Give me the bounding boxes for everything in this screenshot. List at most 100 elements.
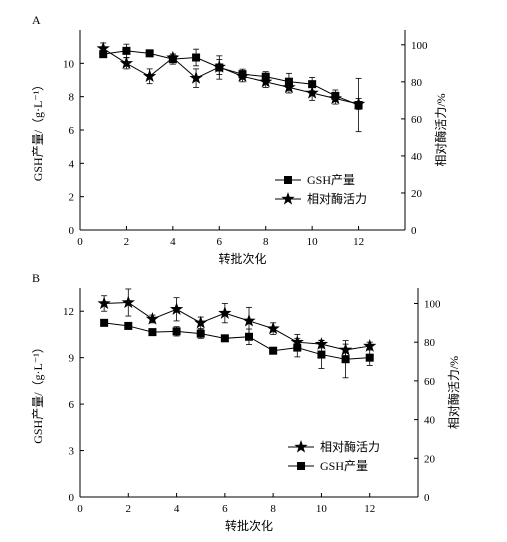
series-line — [102, 48, 359, 105]
legend-label: GSH产量 — [320, 459, 368, 473]
data-point — [305, 85, 319, 99]
data-point — [365, 353, 374, 362]
x-tick-label: 10 — [316, 503, 328, 515]
series-enzyme-activity — [97, 288, 377, 357]
data-point — [293, 343, 302, 352]
data-point — [235, 69, 250, 82]
x-tick-label: 2 — [124, 236, 130, 248]
data-point — [96, 41, 110, 55]
x-tick-label: 8 — [270, 503, 276, 515]
data-point — [282, 80, 296, 94]
data-point — [97, 296, 111, 310]
data-point — [145, 311, 160, 325]
y-axis-label-right: 相对酶活力/% — [433, 93, 448, 166]
series-line — [104, 302, 370, 351]
legend-marker — [297, 462, 305, 470]
data-point — [245, 332, 253, 341]
y-tick-label-right: 60 — [424, 376, 436, 388]
x-tick-label: 8 — [263, 236, 269, 248]
legend-item: 相对酶活力 — [275, 191, 367, 206]
data-point — [212, 60, 226, 73]
x-tick-label: 2 — [126, 503, 132, 515]
x-tick-label: 12 — [353, 236, 364, 248]
data-point — [194, 315, 208, 329]
x-tick-label: 12 — [364, 503, 375, 515]
series-line — [103, 50, 359, 106]
data-point — [218, 306, 232, 319]
legend-label: 相对酶活力 — [320, 439, 380, 454]
legend-label: GSH产量 — [307, 173, 355, 187]
x-tick-label: 10 — [307, 236, 319, 248]
x-tick-label: 4 — [174, 503, 180, 515]
x-tick-label: 0 — [77, 503, 83, 515]
data-point — [220, 334, 229, 343]
data-point — [196, 329, 205, 338]
y-tick-label-left: 10 — [63, 58, 75, 70]
y-tick-label-left: 2 — [69, 192, 75, 204]
y-tick-label-right: 80 — [411, 77, 423, 89]
data-point — [124, 321, 133, 330]
data-point — [166, 50, 180, 64]
y-tick-label-left: 0 — [69, 225, 75, 237]
x-tick-label: 4 — [170, 236, 176, 248]
series-gsh-yield — [99, 43, 363, 133]
y-tick-label-right: 100 — [424, 298, 441, 310]
data-point — [148, 328, 157, 337]
y-tick-label-left: 9 — [69, 353, 75, 365]
legend-marker — [281, 192, 295, 205]
series-gsh-yield — [100, 318, 374, 379]
data-point — [172, 327, 181, 336]
series-line — [104, 322, 370, 360]
data-point — [121, 295, 135, 309]
y-tick-label-left: 12 — [63, 306, 74, 318]
data-point — [351, 97, 366, 110]
y-tick-label-right: 40 — [411, 151, 423, 163]
y-tick-label-right: 40 — [424, 415, 436, 427]
legend-marker — [284, 176, 292, 184]
y-tick-label-right: 80 — [424, 337, 436, 349]
data-point — [189, 71, 203, 84]
panel-label: B — [32, 271, 40, 285]
y-axis-label-left: GSH产量/（g·L⁻¹） — [31, 341, 45, 444]
data-point — [100, 318, 109, 327]
legend-marker — [294, 440, 308, 453]
data-point — [169, 302, 184, 315]
y-tick-label-right: 20 — [411, 188, 423, 200]
x-axis-label: 转批次化 — [218, 251, 266, 266]
legend-item: 相对酶活力 — [288, 439, 380, 454]
chart-panel-b: B 0 2 4 6 8 10 12 0 3 6 9 12 0 20 40 60 80 100 转批次化 GSH产量/（g… — [31, 271, 461, 533]
y-tick-label-right: 20 — [424, 453, 436, 465]
data-point — [122, 46, 131, 55]
y-tick-label-right: 100 — [411, 40, 428, 52]
x-axis-label: 转批次化 — [225, 518, 273, 533]
chart-panel-a: A0 2 4 6 8 10 120246810020406080100转批次化GSH产量/（… — [31, 13, 448, 266]
data-point — [242, 313, 256, 327]
y-tick-label-left: 6 — [69, 125, 75, 137]
x-tick-label: 0 — [77, 236, 83, 248]
x-tick-label: 6 — [222, 503, 228, 515]
data-point — [119, 56, 134, 69]
y-axis-label-right: 相对酶活力/% — [446, 356, 461, 429]
y-tick-label-left: 0 — [69, 492, 75, 504]
panel-label: A — [32, 13, 41, 27]
y-tick-label-right: 60 — [411, 114, 423, 126]
y-tick-label-left: 3 — [69, 446, 75, 458]
legend-item: GSH产量 — [275, 173, 355, 187]
y-tick-label-right: 0 — [411, 225, 417, 237]
x-tick-label: 6 — [217, 236, 223, 248]
data-point — [269, 346, 278, 355]
data-point — [259, 74, 273, 88]
legend-label: 相对酶活力 — [307, 191, 367, 206]
legend-item: GSH产量 — [288, 459, 368, 473]
data-point — [341, 355, 350, 364]
y-tick-label-left: 8 — [69, 92, 75, 104]
data-point — [363, 339, 377, 352]
data-point — [266, 321, 280, 335]
legend: 相对酶活力 GSH产量 — [288, 439, 380, 473]
y-tick-label-left: 6 — [69, 399, 75, 411]
y-tick-label-left: 4 — [69, 158, 75, 170]
data-point — [328, 91, 343, 105]
y-axis-label-left: GSH产量/（g·L⁻¹） — [31, 79, 45, 182]
